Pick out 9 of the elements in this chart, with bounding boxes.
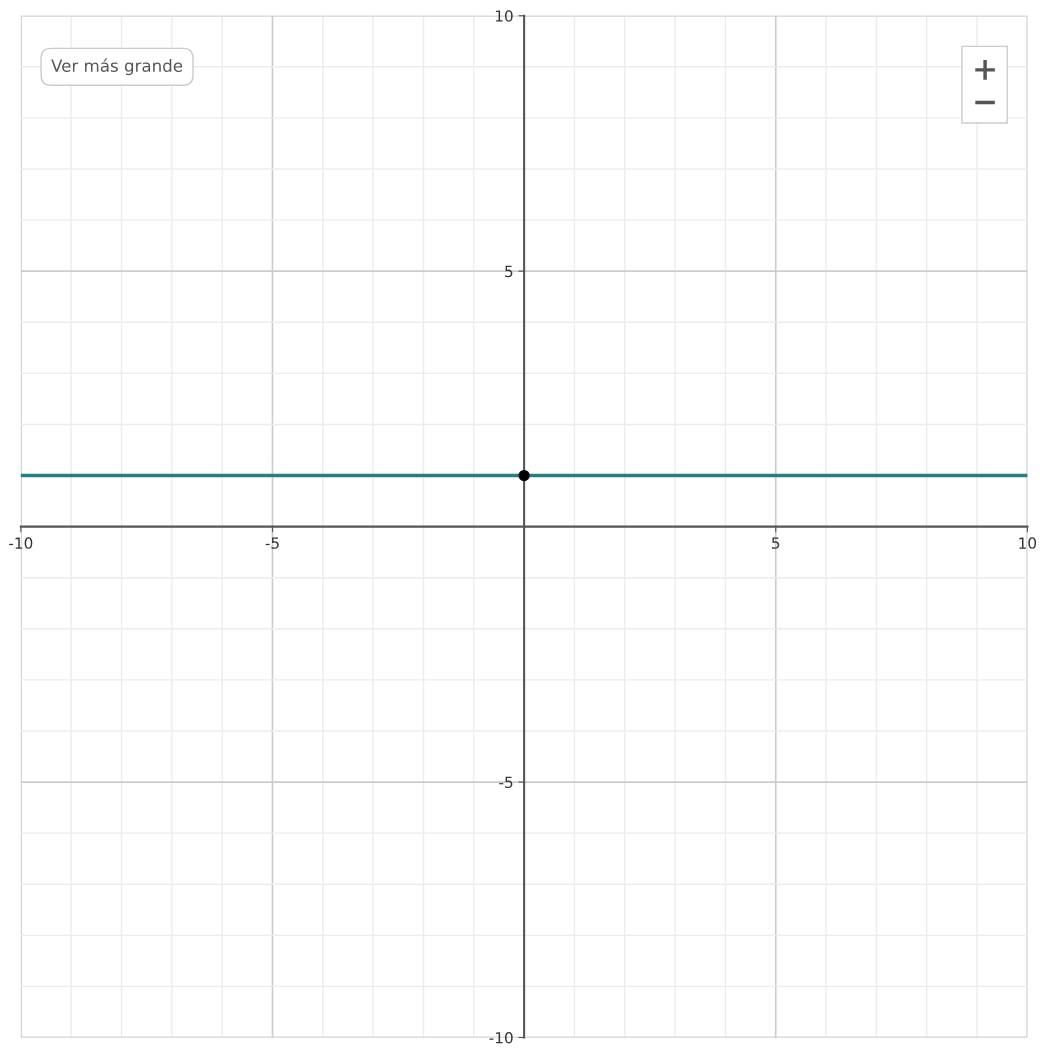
annotation: Ver más grande [51,58,183,76]
x-tick-label: -5 [265,537,279,549]
x-tick-label: 10 [1019,537,1037,549]
y-tick-label: -5 [499,776,513,789]
y-tick-label: -10 [489,1031,513,1044]
y-tick-label: 10 [495,10,513,22]
x-tick-label: 5 [772,537,780,549]
x-tick-label: -10 [9,537,33,549]
y-tick-label: 5 [505,265,513,278]
